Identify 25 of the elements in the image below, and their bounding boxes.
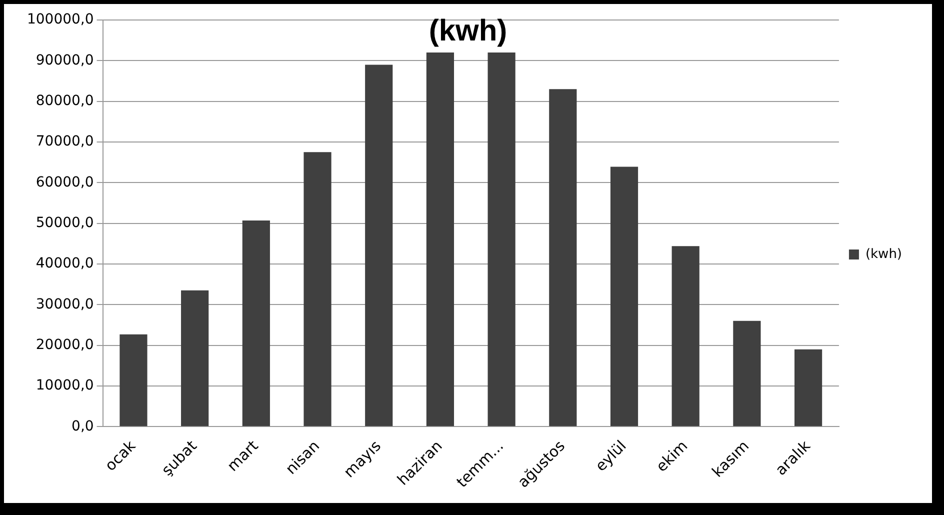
y-tick-label: 60000,0 [36, 174, 94, 190]
bar [365, 64, 393, 426]
y-tick-label: 40000,0 [36, 256, 94, 272]
y-tick-label: 20000,0 [36, 336, 94, 353]
bar [733, 320, 761, 426]
y-tick-label: 10000,0 [36, 378, 94, 394]
y-tick-label: 100000,0 [26, 12, 94, 28]
y-tick-label: 50000,0 [36, 214, 94, 231]
bar [794, 349, 822, 426]
bar [610, 166, 638, 426]
y-tick-label: 0,0 [72, 418, 94, 434]
legend-label: (kwh) [865, 246, 902, 262]
bar [488, 52, 516, 426]
bar [672, 246, 700, 426]
y-tick-label: 30000,0 [36, 296, 94, 312]
bar [181, 290, 209, 426]
bar [242, 220, 270, 426]
bar [304, 152, 332, 426]
bar [120, 334, 148, 426]
bar [426, 52, 454, 426]
y-tick-label: 70000,0 [36, 134, 94, 150]
bar [549, 89, 577, 426]
y-tick-label: 80000,0 [36, 92, 94, 109]
chart-title: (kwh) [428, 14, 508, 48]
y-tick-label: 90000,0 [36, 52, 94, 68]
